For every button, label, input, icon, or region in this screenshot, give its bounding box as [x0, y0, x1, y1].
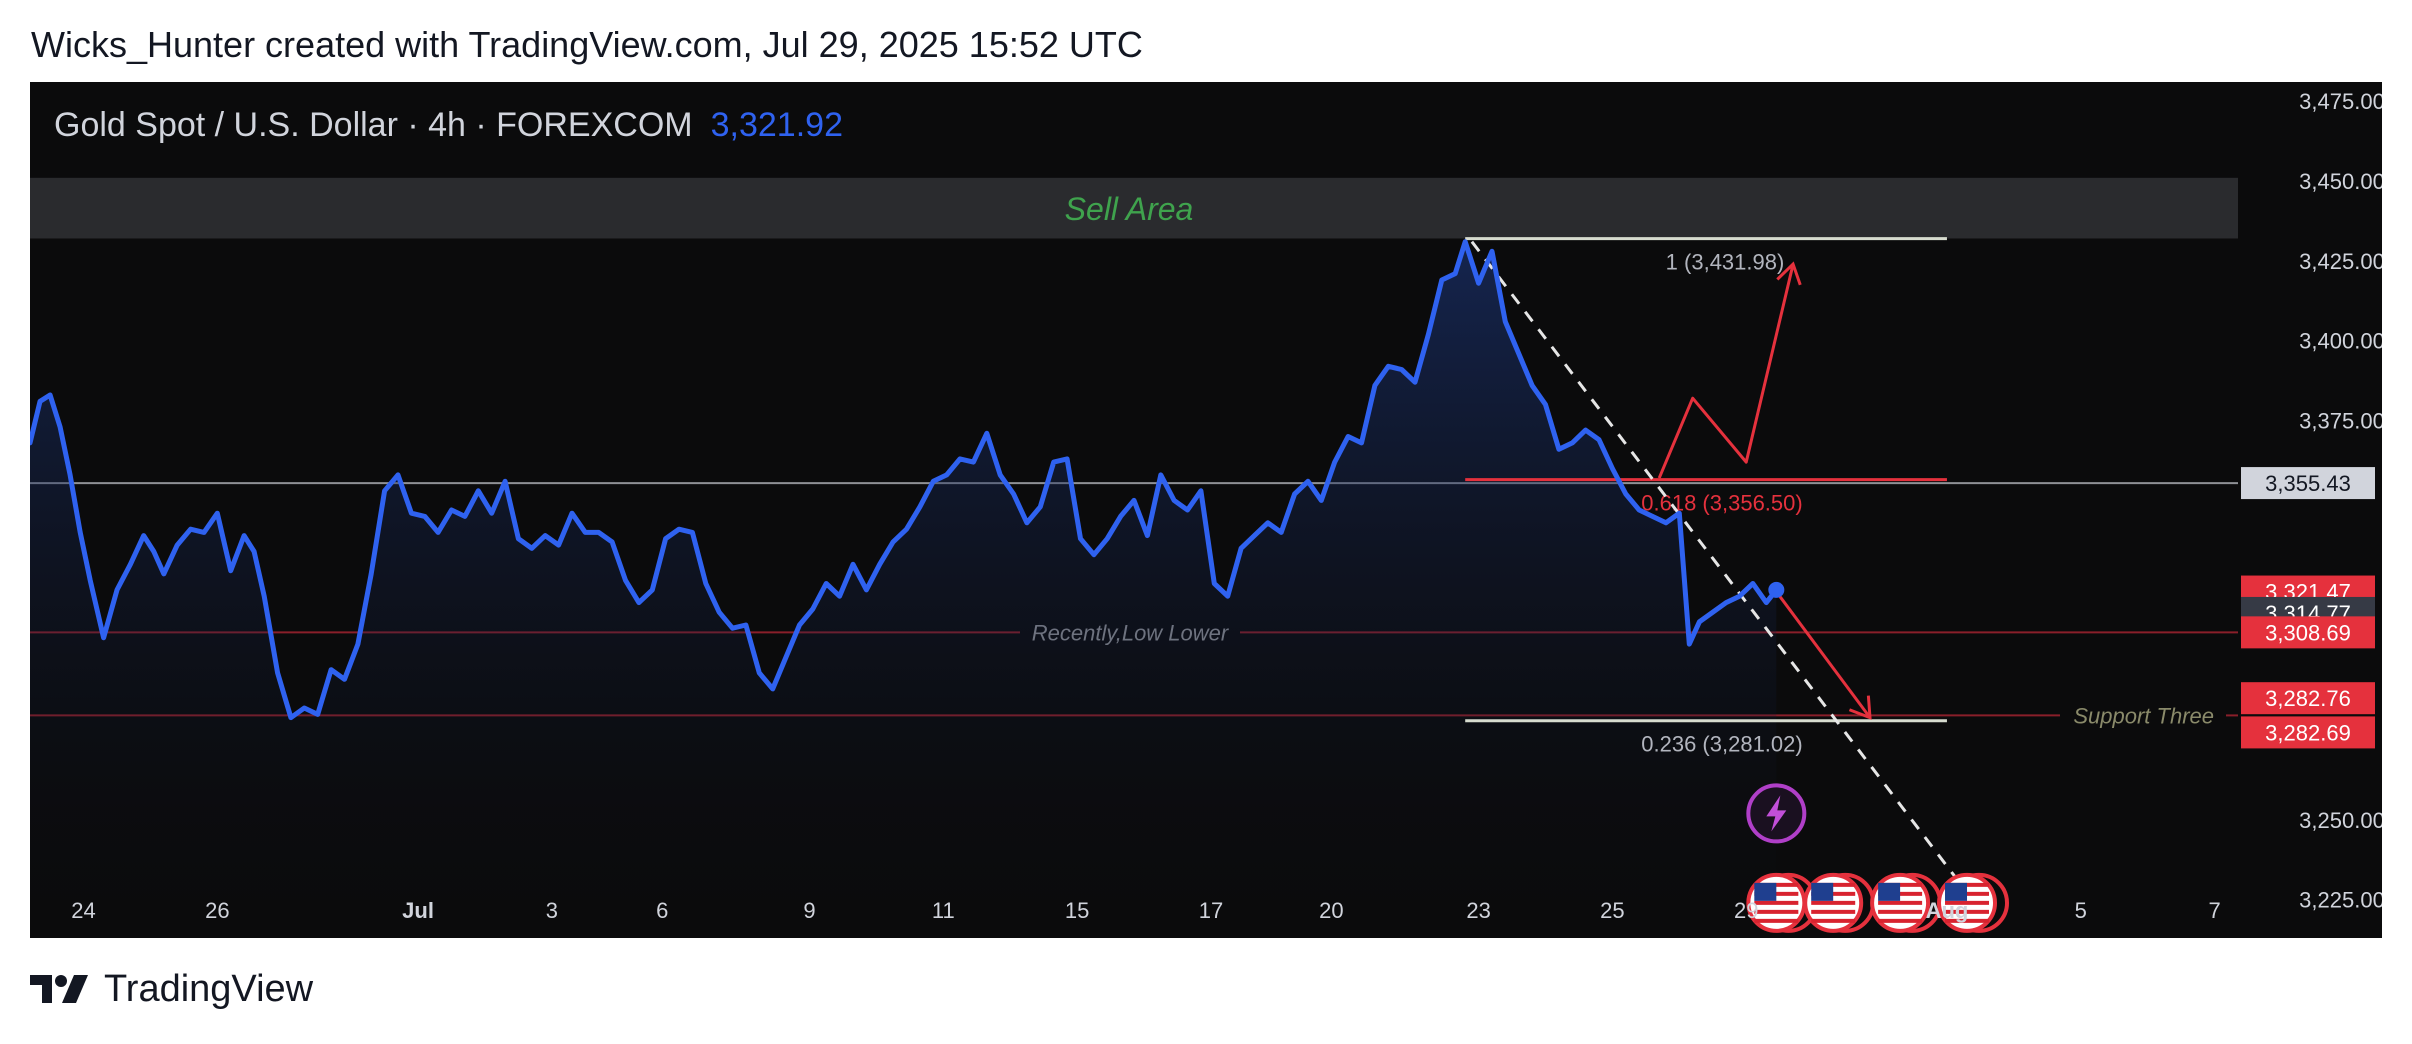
drop-path[interactable] — [1778, 595, 1872, 719]
drop-path-arrowhead[interactable] — [1848, 695, 1872, 720]
time-tick-label: 24 — [71, 898, 95, 923]
tradingview-logo-icon — [30, 974, 88, 1003]
flag-stripe — [1945, 918, 1990, 923]
symbol-title: Gold Spot / U.S. Dollar · 4h · FOREXCOM — [54, 106, 693, 144]
fib-level-label: 1 (3,431.98) — [1666, 250, 1785, 275]
time-tick-label: 6 — [656, 898, 668, 923]
flag-stripe — [1945, 900, 1990, 905]
flag-stripe — [1878, 900, 1923, 905]
price-scale-label-text: 3,282.76 — [2265, 686, 2351, 711]
series-layer — [30, 239, 1785, 721]
last-price-dot — [1768, 581, 1785, 598]
time-tick-label: 5 — [2075, 898, 2087, 923]
fib-level-label: 0.236 (3,281.02) — [1641, 732, 1802, 757]
us-flag-icon[interactable] — [1746, 872, 1819, 933]
time-tick-label: 23 — [1466, 898, 1490, 923]
us-flag-icon[interactable] — [1937, 872, 2010, 933]
flag-stripe — [1811, 900, 1856, 905]
price-scale-label-text: 3,308.69 — [2265, 620, 2351, 645]
price-line — [30, 239, 1779, 721]
price-scale-label-bg — [2241, 716, 2375, 749]
price-scale-label[interactable]: 3,355.43 — [2241, 467, 2375, 500]
flag-stripe — [1878, 909, 1923, 914]
flag-stripe — [1878, 918, 1923, 923]
sell-area-zone[interactable] — [30, 177, 2238, 239]
price-tick-label: 3,225.00 — [2299, 888, 2382, 913]
price-tick-label: 3,450.00 — [2299, 169, 2382, 194]
flag-canton — [1754, 882, 1777, 901]
sell-area-label: Sell Area — [1065, 191, 1194, 227]
bounce-path-arrowhead[interactable] — [1776, 261, 1802, 286]
time-tick-label: 17 — [1199, 898, 1223, 923]
flag-canton — [1945, 882, 1968, 901]
time-tick-label: 15 — [1065, 898, 1089, 923]
flag-canton — [1878, 882, 1901, 901]
chart-caption: Wicks_Hunter created with TradingView.co… — [31, 24, 1143, 65]
dashed-trendline[interactable] — [1470, 240, 1962, 885]
flag-stripe — [1811, 918, 1856, 923]
flag-stripe — [1754, 918, 1799, 923]
area-layer — [30, 241, 1777, 938]
flag-stripe — [1754, 909, 1799, 914]
flag-canton — [1811, 882, 1834, 901]
time-tick-label: Aug — [1926, 898, 1969, 923]
price-scale-label-bg — [2241, 467, 2375, 500]
price-scale-label-text: 3,355.43 — [2265, 471, 2351, 496]
price-scale-label-bg — [2241, 682, 2375, 715]
lightning-bolt — [1766, 795, 1787, 832]
time-tick-label: 11 — [932, 898, 955, 923]
time-tick-label: 3 — [546, 898, 558, 923]
price-scale-label[interactable]: 3,282.69 — [2241, 716, 2375, 749]
flag-stripe — [1945, 909, 1990, 914]
time-axis[interactable]: 24 26 Jul 3 6 9 11 15 17 20 23 25 29 Aug 5 7 — [71, 898, 2220, 923]
time-tick-label: 7 — [2208, 898, 2220, 923]
price-area-fill — [30, 241, 1777, 938]
time-tick-label: Jul — [402, 898, 434, 923]
drawings-layer[interactable] — [1470, 240, 1962, 885]
time-tick-label: 26 — [205, 898, 229, 923]
price-tick-label: 3,250.00 — [2299, 808, 2382, 833]
fib-retracement[interactable]: 1 (3,431.98) 0.618 (3,356.50) 0.236 (3,281… — [1465, 237, 1947, 757]
footer-brand[interactable]: TradingView — [30, 968, 313, 1011]
flag-stripe — [1754, 900, 1799, 905]
price-scale-label[interactable]: 3,282.76 — [2241, 682, 2375, 715]
us-flag-icon[interactable] — [1803, 872, 1876, 933]
price-tick-label: 3,475.00 — [2299, 89, 2382, 114]
us-flag-icon[interactable] — [1870, 872, 1943, 933]
brand-name: TradingView — [104, 968, 314, 1010]
lightning-icon[interactable] — [1746, 783, 1807, 844]
price-chart[interactable]: Sell Area Recently,Low LowerSupport Thre… — [30, 82, 2382, 938]
flag-stripe — [1811, 909, 1856, 914]
chart-panel[interactable]: Sell Area Recently,Low LowerSupport Thre… — [30, 82, 2382, 938]
bounce-path[interactable] — [1657, 263, 1795, 479]
zones-layer: Sell Area — [30, 177, 2238, 239]
price-scale-label[interactable]: 3,308.69 — [2241, 616, 2375, 649]
fib-level-label: 0.618 (3,356.50) — [1641, 491, 1802, 516]
support-three-label: Support Three — [2073, 703, 2214, 728]
price-scale-label-text: 3,282.69 — [2265, 720, 2351, 745]
price-tick-label: 3,375.00 — [2299, 409, 2382, 434]
price-tick-label: 3,400.00 — [2299, 329, 2382, 354]
last-price-value: 3,321.92 — [711, 106, 843, 144]
time-tick-label: 9 — [803, 898, 815, 923]
price-tick-label: 3,425.00 — [2299, 249, 2382, 274]
events-layer[interactable] — [1746, 783, 2010, 933]
time-tick-label: 25 — [1600, 898, 1624, 923]
price-axis[interactable]: 3,225.00 3,250.00 3,375.00 3,400.00 3,425.00… — [2241, 89, 2382, 913]
price-scale-label-bg — [2241, 616, 2375, 649]
time-tick-label: 20 — [1319, 898, 1343, 923]
time-tick-label: 29 — [1734, 898, 1758, 923]
